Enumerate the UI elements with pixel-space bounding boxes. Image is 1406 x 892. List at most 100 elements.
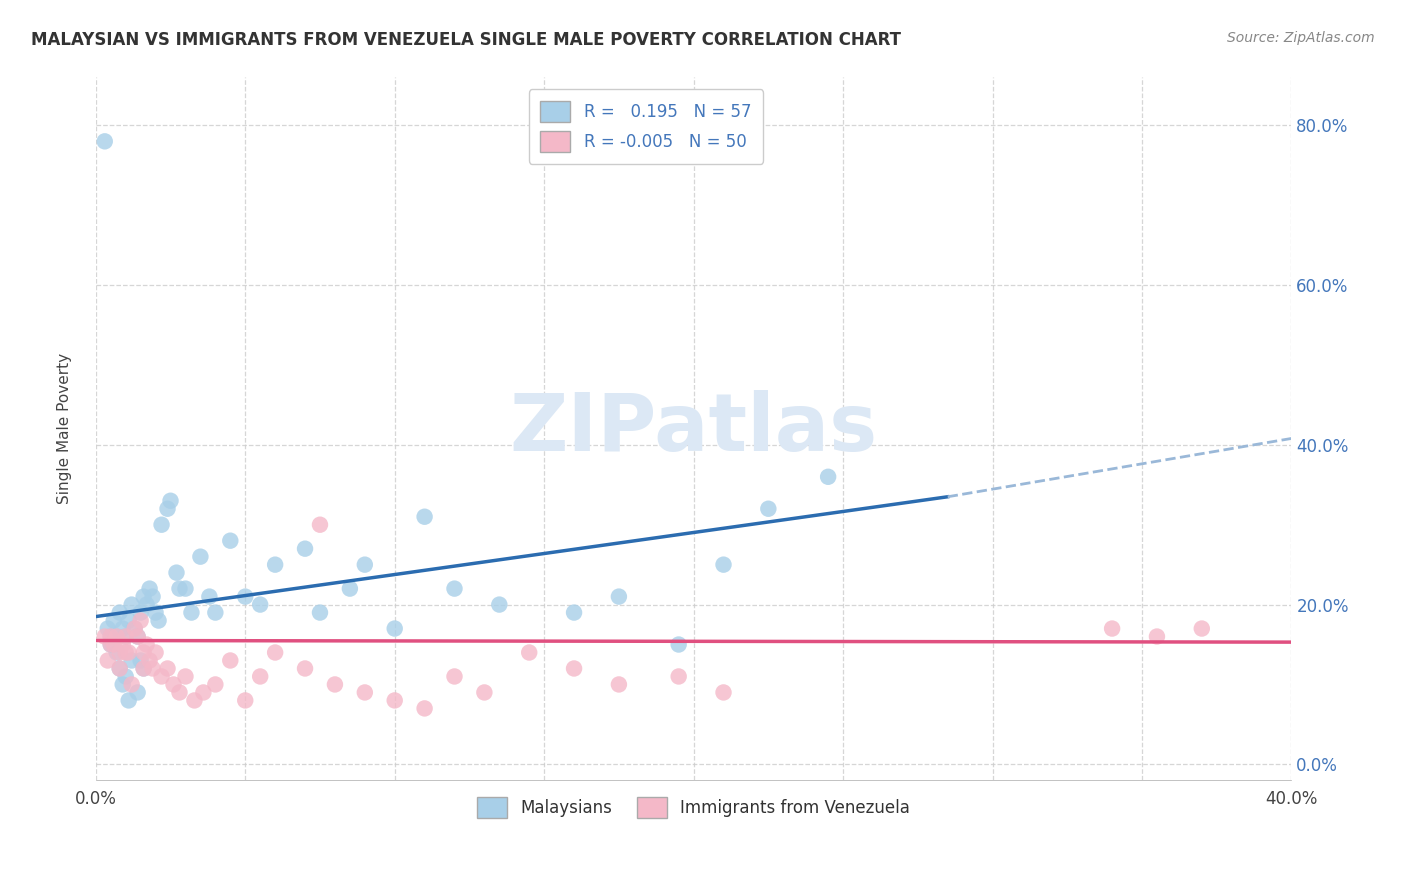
Point (108, 606, 131, 620)
Point (121, 653, 143, 667)
Point (105, 646, 128, 660)
Point (323, 677, 346, 691)
Point (384, 622, 406, 636)
Point (169, 685, 191, 699)
Point (111, 677, 134, 691)
Point (114, 630, 136, 644)
Point (309, 606, 332, 620)
Point (562, 606, 585, 620)
Point (118, 614, 141, 628)
Point (183, 693, 205, 707)
Point (233, 693, 256, 707)
Point (97, 653, 120, 667)
Point (668, 638, 690, 652)
Point (138, 653, 160, 667)
Point (309, 517, 332, 532)
Point (156, 661, 179, 675)
Point (132, 590, 155, 604)
Point (219, 653, 242, 667)
Point (607, 590, 630, 604)
Point (204, 677, 226, 691)
Point (114, 630, 136, 644)
Point (169, 582, 191, 596)
Point (166, 566, 188, 580)
Point (174, 669, 197, 683)
Point (817, 470, 839, 484)
Point (1191, 622, 1213, 636)
Point (264, 646, 287, 660)
Point (135, 598, 157, 612)
Point (607, 677, 630, 691)
Point (713, 685, 735, 699)
Y-axis label: Single Male Poverty: Single Male Poverty (58, 353, 72, 505)
Point (517, 646, 540, 660)
Point (124, 622, 146, 636)
Point (105, 630, 128, 644)
Point (413, 701, 436, 715)
Point (713, 558, 735, 572)
Point (150, 517, 173, 532)
Point (562, 661, 585, 675)
Point (114, 669, 136, 683)
Point (145, 646, 167, 660)
Point (108, 661, 131, 675)
Point (219, 533, 242, 548)
Point (150, 669, 173, 683)
Point (127, 685, 149, 699)
Point (353, 558, 375, 572)
Point (190, 549, 212, 564)
Point (339, 582, 361, 596)
Point (193, 685, 215, 699)
Point (148, 614, 170, 628)
Point (174, 582, 197, 596)
Point (198, 590, 221, 604)
Point (132, 661, 155, 675)
Point (488, 598, 510, 612)
Point (111, 638, 134, 652)
Point (94, 630, 117, 644)
Point (100, 630, 122, 644)
Point (100, 638, 122, 652)
Point (474, 685, 496, 699)
Point (413, 509, 436, 524)
Point (132, 661, 155, 675)
Point (100, 638, 122, 652)
Text: ZIPatlas: ZIPatlas (509, 390, 877, 468)
Point (108, 646, 131, 660)
Point (156, 501, 179, 516)
Point (162, 677, 184, 691)
Point (129, 614, 152, 628)
Text: Source: ZipAtlas.com: Source: ZipAtlas.com (1227, 31, 1375, 45)
Point (159, 493, 181, 508)
Point (121, 598, 143, 612)
Point (103, 638, 125, 652)
Point (135, 638, 157, 652)
Point (180, 606, 202, 620)
Point (384, 693, 406, 707)
Text: MALAYSIAN VS IMMIGRANTS FROM VENEZUELA SINGLE MALE POVERTY CORRELATION CHART: MALAYSIAN VS IMMIGRANTS FROM VENEZUELA S… (31, 31, 901, 49)
Point (105, 630, 128, 644)
Point (127, 630, 149, 644)
Point (132, 646, 155, 660)
Point (443, 582, 465, 596)
Point (127, 630, 149, 644)
Point (142, 661, 165, 675)
Point (145, 606, 167, 620)
Point (129, 653, 152, 667)
Point (1101, 622, 1123, 636)
Legend: Malaysians, Immigrants from Venezuela: Malaysians, Immigrants from Venezuela (470, 790, 917, 825)
Point (264, 558, 287, 572)
Point (114, 646, 136, 660)
Point (668, 669, 690, 683)
Point (756, 501, 779, 516)
Point (249, 598, 271, 612)
Point (138, 582, 160, 596)
Point (1146, 630, 1168, 644)
Point (443, 669, 465, 683)
Point (100, 630, 122, 644)
Point (94, 134, 117, 148)
Point (294, 661, 316, 675)
Point (142, 590, 165, 604)
Point (108, 661, 131, 675)
Point (103, 614, 125, 628)
